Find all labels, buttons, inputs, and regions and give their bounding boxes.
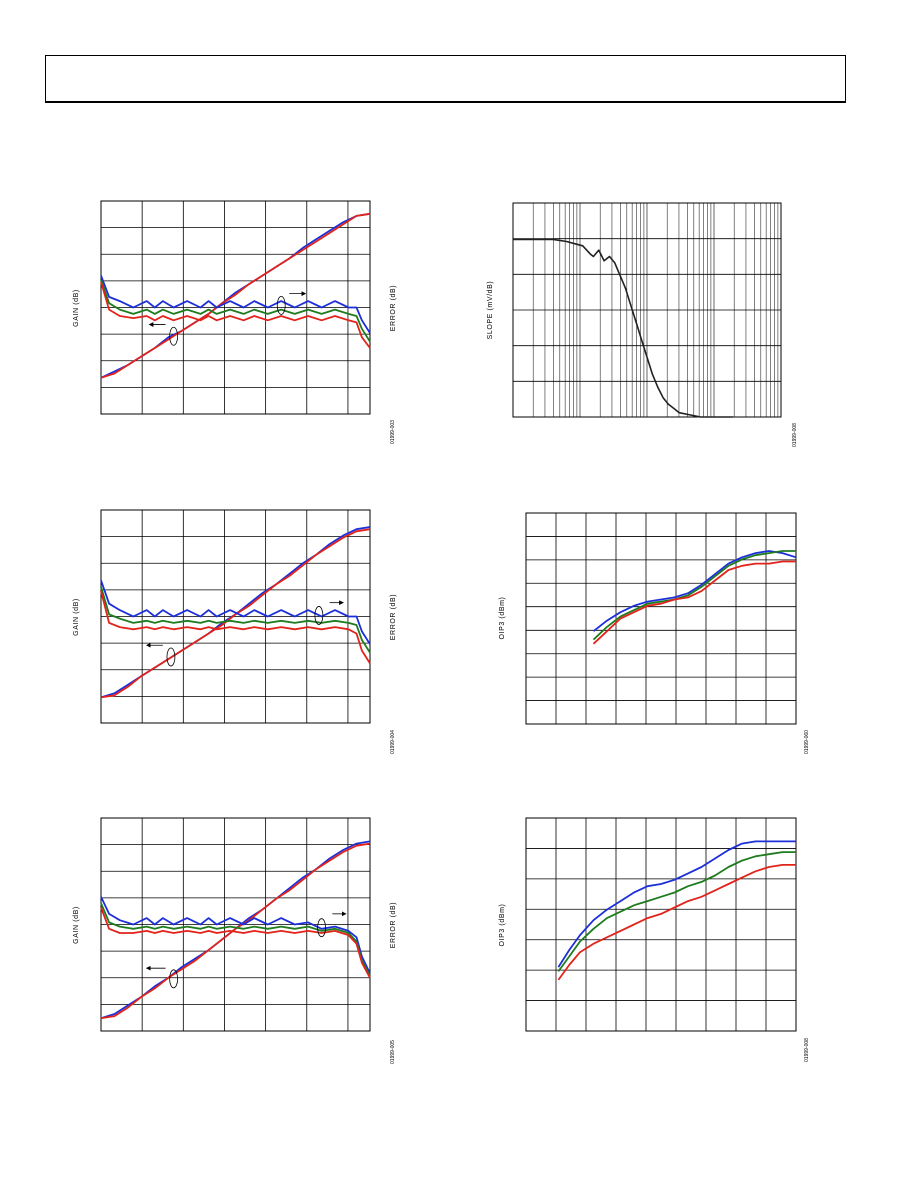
chart-gain2: GAIN (dB) ERROR (dB) 01999-004 <box>73 509 397 754</box>
figure-code: 01999-060 <box>804 730 810 754</box>
series-line-red <box>557 864 796 981</box>
chart-gain1: GAIN (dB) ERROR (dB) 01999-003 <box>73 200 397 444</box>
curve-group-ellipse <box>169 969 179 989</box>
figure-code: 01999-003 <box>390 420 396 444</box>
chart-gain3: GAIN (dB) ERROR (dB) 01999-005 <box>73 817 397 1064</box>
series-line-red <box>100 590 371 664</box>
series-line-red <box>100 907 371 979</box>
y-axis-label: GAIN (dB) <box>73 598 80 636</box>
series-line-red <box>100 842 371 1020</box>
series-line-green <box>592 550 796 641</box>
series-line-blue <box>100 896 371 974</box>
series-line-blue <box>100 212 371 379</box>
series-line-green <box>100 586 371 654</box>
y2-axis-label: ERROR (dB) <box>390 902 397 948</box>
plot-frame <box>512 202 782 418</box>
figure-code: 01999-004 <box>390 730 396 754</box>
curve-group-ellipse <box>169 326 179 346</box>
series-line-blue <box>557 840 796 968</box>
curve-group-ellipse <box>314 606 324 625</box>
series-line-red <box>100 281 371 349</box>
series-line-red <box>100 528 371 699</box>
page-header-frame <box>45 55 846 103</box>
series-line-green <box>557 851 796 972</box>
figure-code: 01999-008 <box>792 423 798 447</box>
y-axis-label: GAIN (dB) <box>73 906 80 944</box>
figure-code: 01999-005 <box>390 1040 396 1064</box>
series-line-red <box>592 560 796 645</box>
chart-slope: SLOPE (mV/dB) 01999-008 <box>487 202 798 447</box>
y-axis-label: OIP3 (dBm) <box>499 597 506 640</box>
series-line-blue <box>100 526 371 699</box>
curve-group-ellipse <box>166 647 176 667</box>
plot-frame <box>525 512 797 725</box>
series-line-red <box>100 212 371 379</box>
figure-code: 01999-008 <box>804 1038 810 1062</box>
plot-frame <box>100 509 371 724</box>
curve-group-ellipse <box>276 295 286 315</box>
series-line-black <box>513 238 733 418</box>
series-line-green <box>100 902 371 977</box>
plot-frame <box>525 817 797 1032</box>
y2-axis-label: ERROR (dB) <box>390 594 397 640</box>
series-line-blue <box>592 550 797 632</box>
plot-frame <box>100 817 371 1032</box>
chart-oip3a: OIP3 (dBm) 01999-060 <box>499 512 810 754</box>
y-axis-label: SLOPE (mV/dB) <box>487 281 494 340</box>
series-line-blue <box>100 580 371 645</box>
series-line-blue <box>100 275 371 334</box>
plot-frame <box>100 200 371 415</box>
series-line-blue <box>100 840 371 1020</box>
series-line-green <box>100 279 371 343</box>
y-axis-label: OIP3 (dBm) <box>499 904 506 947</box>
y-axis-label: GAIN (dB) <box>73 289 80 327</box>
y2-axis-label: ERROR (dB) <box>390 285 397 331</box>
curve-group-ellipse <box>317 918 326 938</box>
chart-oip3b: OIP3 (dBm) 01999-008 <box>499 817 810 1062</box>
